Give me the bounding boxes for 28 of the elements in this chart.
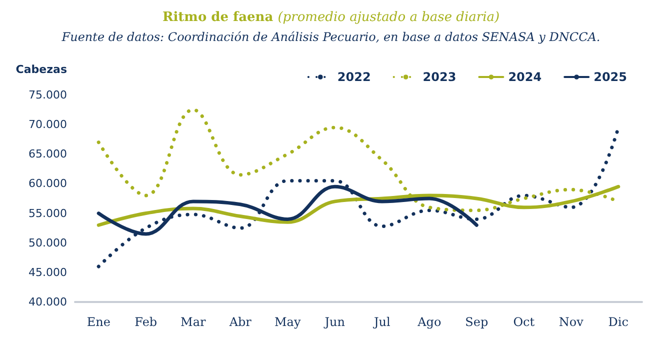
- legend-label: 2024: [508, 70, 542, 84]
- x-tick-label: Feb: [134, 315, 158, 329]
- x-tick-label: Jun: [322, 315, 346, 329]
- y-tick-label: 55.000: [28, 206, 67, 220]
- y-tick-label: 75.000: [28, 88, 67, 102]
- legend-label: 2023: [422, 70, 456, 84]
- y-tick-label: 65.000: [28, 148, 67, 161]
- x-tick-label: Ago: [416, 315, 442, 329]
- x-tick-label: Nov: [558, 315, 584, 329]
- x-tick-label: Abr: [228, 315, 252, 329]
- y-tick-label: 70.000: [28, 118, 67, 132]
- y-axis-title: Cabezas: [16, 63, 68, 76]
- x-tick-label: Jul: [372, 315, 390, 329]
- x-tick-label: Oct: [513, 315, 535, 329]
- x-tick-label: Mar: [180, 315, 206, 329]
- y-tick-label: 40.000: [28, 296, 67, 308]
- chart-title: Ritmo de faena: [162, 10, 274, 25]
- x-tick-label: Sep: [465, 315, 488, 329]
- source-note: Fuente de datos: Coordinación de Análisis Pecuario, en base a datos SENASA y DNCCA.: [60, 30, 600, 44]
- x-tick-label: Dic: [608, 315, 629, 329]
- y-tick-label: 50.000: [28, 236, 67, 250]
- y-tick-label: 60.000: [28, 177, 67, 190]
- legend-label: 2025: [594, 70, 628, 84]
- chart-subtitle: (promedio ajustado a base diaria): [278, 10, 500, 25]
- x-tick-label: Ene: [86, 315, 110, 329]
- x-tick-label: May: [274, 315, 301, 329]
- legend-label: 2022: [337, 70, 371, 84]
- y-tick-label: 45.000: [28, 266, 67, 279]
